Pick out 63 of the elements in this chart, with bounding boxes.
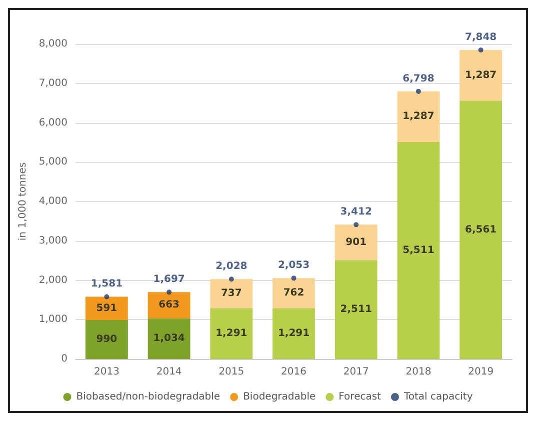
y-tick-label: 7,000 [38, 78, 68, 89]
x-tick-label: 2017 [343, 366, 369, 378]
y-tick-label: 0 [61, 354, 68, 364]
legend-label: Total capacity [402, 392, 473, 402]
bar [86, 296, 128, 320]
data-label: 990 [96, 334, 118, 346]
data-label: 901 [346, 236, 367, 248]
y-axis-title: in 1,000 tonnes [18, 162, 28, 241]
bar [397, 142, 440, 359]
legend-label: Forecast [338, 392, 382, 402]
x-tick-label: 2019 [468, 366, 494, 378]
data-label: 1,581 [90, 278, 123, 290]
point [291, 276, 296, 281]
data-label: 762 [283, 288, 304, 299]
point [166, 290, 172, 295]
bar [148, 318, 190, 359]
bar [148, 292, 190, 318]
bar [460, 100, 502, 359]
x-tick-label: 2015 [218, 366, 244, 378]
data-label: 1,287 [465, 70, 497, 81]
bar [86, 320, 128, 359]
y-tick-label: 6,000 [38, 117, 68, 128]
y-tick-label: 1,000 [38, 314, 68, 326]
y-tick-label: 8,000 [38, 38, 68, 50]
bar [272, 278, 315, 308]
data-label: 1,034 [153, 333, 185, 344]
data-label: 663 [158, 300, 180, 311]
point [104, 294, 110, 300]
data-label: 1,287 [402, 111, 434, 122]
data-label: 737 [220, 288, 242, 300]
point [416, 88, 421, 94]
bar [460, 50, 502, 101]
data-label: 7,848 [465, 32, 497, 43]
bar [210, 279, 253, 308]
x-tick-label: 2016 [281, 366, 306, 378]
data-label: 3,412 [340, 206, 372, 218]
bar [210, 308, 253, 359]
legend-label: Biobased/non-biodegradable [76, 392, 220, 402]
data-label: 2,053 [278, 260, 310, 272]
y-tick-label: 5,000 [38, 156, 68, 168]
data-label: 1,697 [153, 274, 185, 286]
y-tick-label: 2,000 [38, 274, 68, 286]
y-tick-label: 4,000 [38, 196, 68, 207]
bar [334, 224, 378, 260]
bar [397, 91, 440, 142]
data-label: 591 [96, 302, 118, 314]
data-label: 6,798 [402, 73, 434, 84]
point [354, 222, 359, 228]
point [478, 47, 484, 52]
x-tick-label: 2018 [406, 366, 432, 378]
bar [334, 260, 378, 359]
point [228, 276, 234, 282]
y-tick-label: 3,000 [38, 235, 68, 246]
data-label: 1,291 [278, 328, 310, 340]
x-tick-label: 2014 [156, 366, 182, 378]
data-label: 2,028 [216, 261, 248, 272]
data-label: 1,291 [216, 328, 248, 340]
data-label: 2,511 [340, 304, 372, 316]
x-tick-label: 2013 [94, 366, 120, 378]
bar [272, 308, 315, 359]
data-label: 5,511 [402, 245, 434, 256]
data-label: 6,561 [465, 224, 497, 236]
legend-label: Biodegradable [243, 392, 316, 402]
